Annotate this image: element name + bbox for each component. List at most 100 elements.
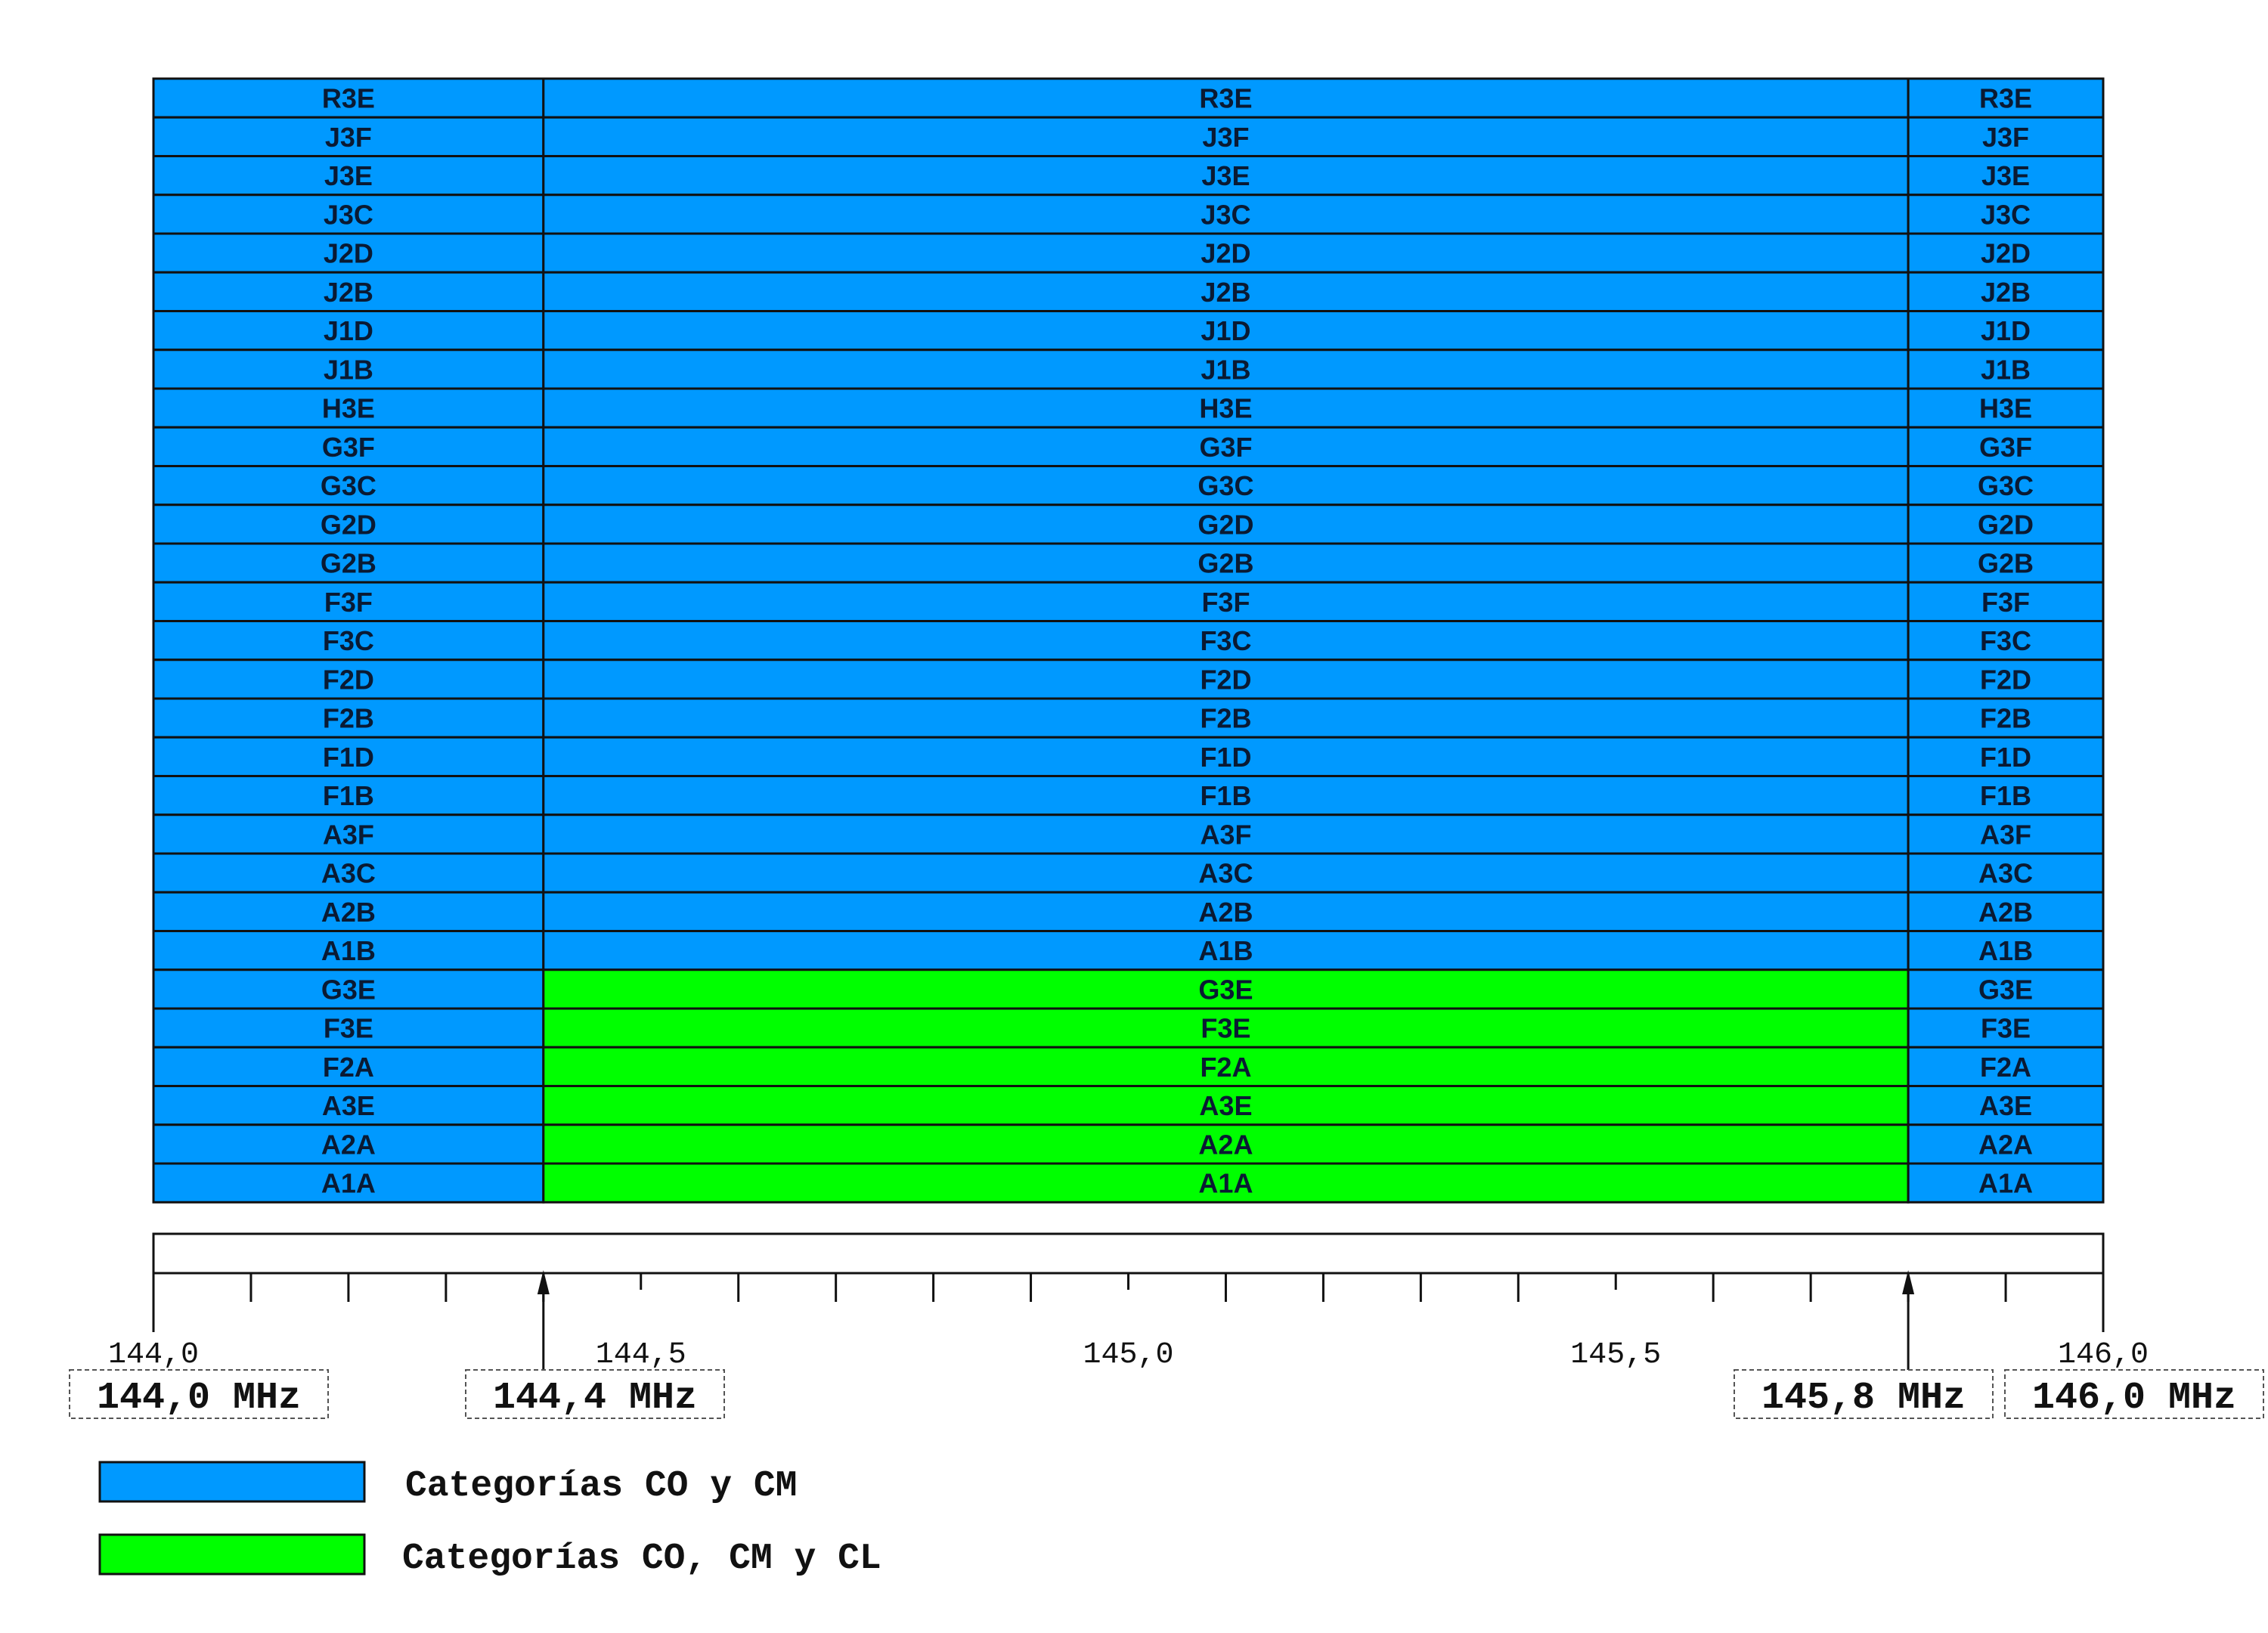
band-cell-left-a2b (152, 891, 545, 932)
freq-box-144-0 (69, 1369, 329, 1419)
mode-label-left-g2b: G2B (321, 548, 376, 579)
mode-label-left-f1b: F1B (323, 780, 374, 811)
mode-label-left-a3e: A3E (322, 1090, 375, 1121)
mode-label-middle-g3e: G3E (1198, 974, 1253, 1005)
freq-label-146-0: 146,0 MHz (2032, 1377, 2236, 1420)
mode-label-right-f3f: F3F (1981, 587, 2030, 618)
axis-tick-label: 146,0 (2058, 1338, 2149, 1372)
mode-label-left-g3e: G3E (321, 974, 376, 1005)
axis-tick-label: 144,5 (596, 1338, 686, 1372)
band-cell-middle-f2b (542, 697, 1910, 739)
band-cell-right-j3c (1907, 194, 2105, 235)
band-cell-right-a2a (1907, 1123, 2105, 1165)
band-cell-right-g3e (1907, 968, 2105, 1010)
mode-label-middle-f1b: F1B (1200, 780, 1251, 811)
mode-label-middle-f3f: F3F (1201, 587, 1250, 618)
band-cell-right-j3f (1907, 116, 2105, 157)
mode-label-middle-a3f: A3F (1200, 819, 1251, 850)
mode-label-left-r3e: R3E (322, 83, 375, 114)
mode-label-right-g3f: G3F (1979, 432, 2032, 463)
mode-label-right-f3e: F3E (1981, 1013, 2031, 1044)
legend-swatch-co-cm-cl (98, 1533, 366, 1576)
mode-label-left-f2d: F2D (323, 664, 374, 695)
mode-label-left-a3f: A3F (323, 819, 374, 850)
band-cell-middle-g3f (542, 426, 1910, 467)
band-cell-middle-a1a (542, 1162, 1910, 1204)
legend-label-co-cm-cl: Categorías CO, CM y CL (402, 1538, 881, 1579)
mode-label-right-j2b: J2B (1981, 277, 2031, 308)
mode-label-middle-f2d: F2D (1200, 664, 1251, 695)
arrow-head (537, 1270, 550, 1294)
mode-label-middle-f2a: F2A (1200, 1052, 1251, 1083)
band-cell-right-a3e (1907, 1085, 2105, 1126)
mode-label-right-a2b: A2B (1978, 897, 2033, 928)
band-cell-right-f3f (1907, 581, 2105, 622)
mode-label-left-a1b: A1B (321, 935, 376, 966)
mode-label-middle-a1a: A1A (1198, 1168, 1253, 1199)
band-cell-left-a1b (152, 930, 545, 971)
axis-tick-label: 145,5 (1570, 1338, 1661, 1372)
band-cell-middle-f2a (542, 1046, 1910, 1087)
mode-label-right-r3e: R3E (1979, 83, 2032, 114)
mode-label-middle-f1d: F1D (1200, 742, 1251, 773)
mode-label-right-f3c: F3C (1980, 625, 2031, 656)
legend-label-co-cm: Categorías CO y CM (405, 1466, 797, 1507)
band-cell-left-g3c (152, 465, 545, 507)
band-cell-middle-f3e (542, 1007, 1910, 1049)
band-cell-right-a1a (1907, 1162, 2105, 1204)
band-cell-right-g3c (1907, 465, 2105, 507)
mode-label-middle-j2d: J2D (1201, 238, 1250, 269)
band-cell-left-f3e (152, 1007, 545, 1049)
band-cell-right-a1b (1907, 930, 2105, 971)
mode-label-right-g2b: G2B (1978, 548, 2034, 579)
band-cell-middle-a1b (542, 930, 1910, 971)
band-cell-left-a3c (152, 852, 545, 894)
mode-label-left-g3c: G3C (321, 470, 376, 501)
axis-tick-label: 144,0 (108, 1338, 199, 1372)
mode-label-middle-j3c: J3C (1201, 199, 1250, 230)
mode-label-middle-g3c: G3C (1198, 470, 1253, 501)
band-cell-middle-f2d (542, 658, 1910, 700)
mode-label-left-f2a: F2A (323, 1052, 374, 1083)
mode-label-left-a1a: A1A (321, 1168, 376, 1199)
mode-label-middle-a3c: A3C (1198, 858, 1253, 889)
band-cell-right-f3c (1907, 620, 2105, 662)
mode-label-right-g2d: G2D (1978, 509, 2034, 540)
mode-label-right-a3c: A3C (1978, 858, 2033, 889)
band-cell-right-j2b (1907, 271, 2105, 312)
mode-label-middle-a1b: A1B (1198, 935, 1253, 966)
mode-label-right-f1d: F1D (1980, 742, 2031, 773)
mode-label-right-a2a: A2A (1978, 1129, 2033, 1160)
mode-label-middle-f2b: F2B (1200, 703, 1251, 734)
mode-label-left-g2d: G2D (321, 509, 376, 540)
mode-label-left-j3c: J3C (324, 199, 373, 230)
mode-label-right-j3c: J3C (1981, 199, 2031, 230)
band-cell-right-j1d (1907, 310, 2105, 352)
mode-label-middle-g2d: G2D (1198, 509, 1253, 540)
mode-label-middle-j1d: J1D (1201, 315, 1250, 346)
frequency-axis: 144,0 144,5 145,0 145,5 146,0 (108, 1232, 2149, 1372)
mode-label-middle-j2b: J2B (1201, 277, 1250, 308)
band-cell-middle-j1b (542, 349, 1910, 390)
mode-label-middle-j3f: J3F (1202, 122, 1249, 153)
band-cell-middle-r3e (542, 77, 1910, 119)
band-cell-right-g2b (1907, 542, 2105, 584)
mode-label-right-g3e: G3E (1978, 974, 2033, 1005)
mode-label-right-a3f: A3F (1980, 819, 2031, 850)
freq-box-144-4 (465, 1369, 725, 1419)
mode-label-middle-j1b: J1B (1201, 354, 1250, 385)
mode-label-middle-j3e: J3E (1201, 160, 1250, 191)
band-cell-left-a1a (152, 1162, 545, 1204)
mode-label-left-a2a: A2A (321, 1129, 376, 1160)
band-cell-right-f3e (1907, 1007, 2105, 1049)
mode-label-left-j2d: J2D (324, 238, 373, 269)
freq-label-145-8: 145,8 MHz (1761, 1377, 1966, 1420)
mode-label-right-f2d: F2D (1980, 664, 2031, 695)
band-cell-left-g2b (152, 542, 545, 584)
band-cell-right-g2d (1907, 504, 2105, 545)
mode-label-middle-a2a: A2A (1198, 1129, 1253, 1160)
band-cell-left-j1d (152, 310, 545, 352)
band-cell-right-j1b (1907, 349, 2105, 390)
band-cell-middle-f1b (542, 775, 1910, 816)
mode-label-right-j3f: J3F (1982, 122, 2029, 153)
